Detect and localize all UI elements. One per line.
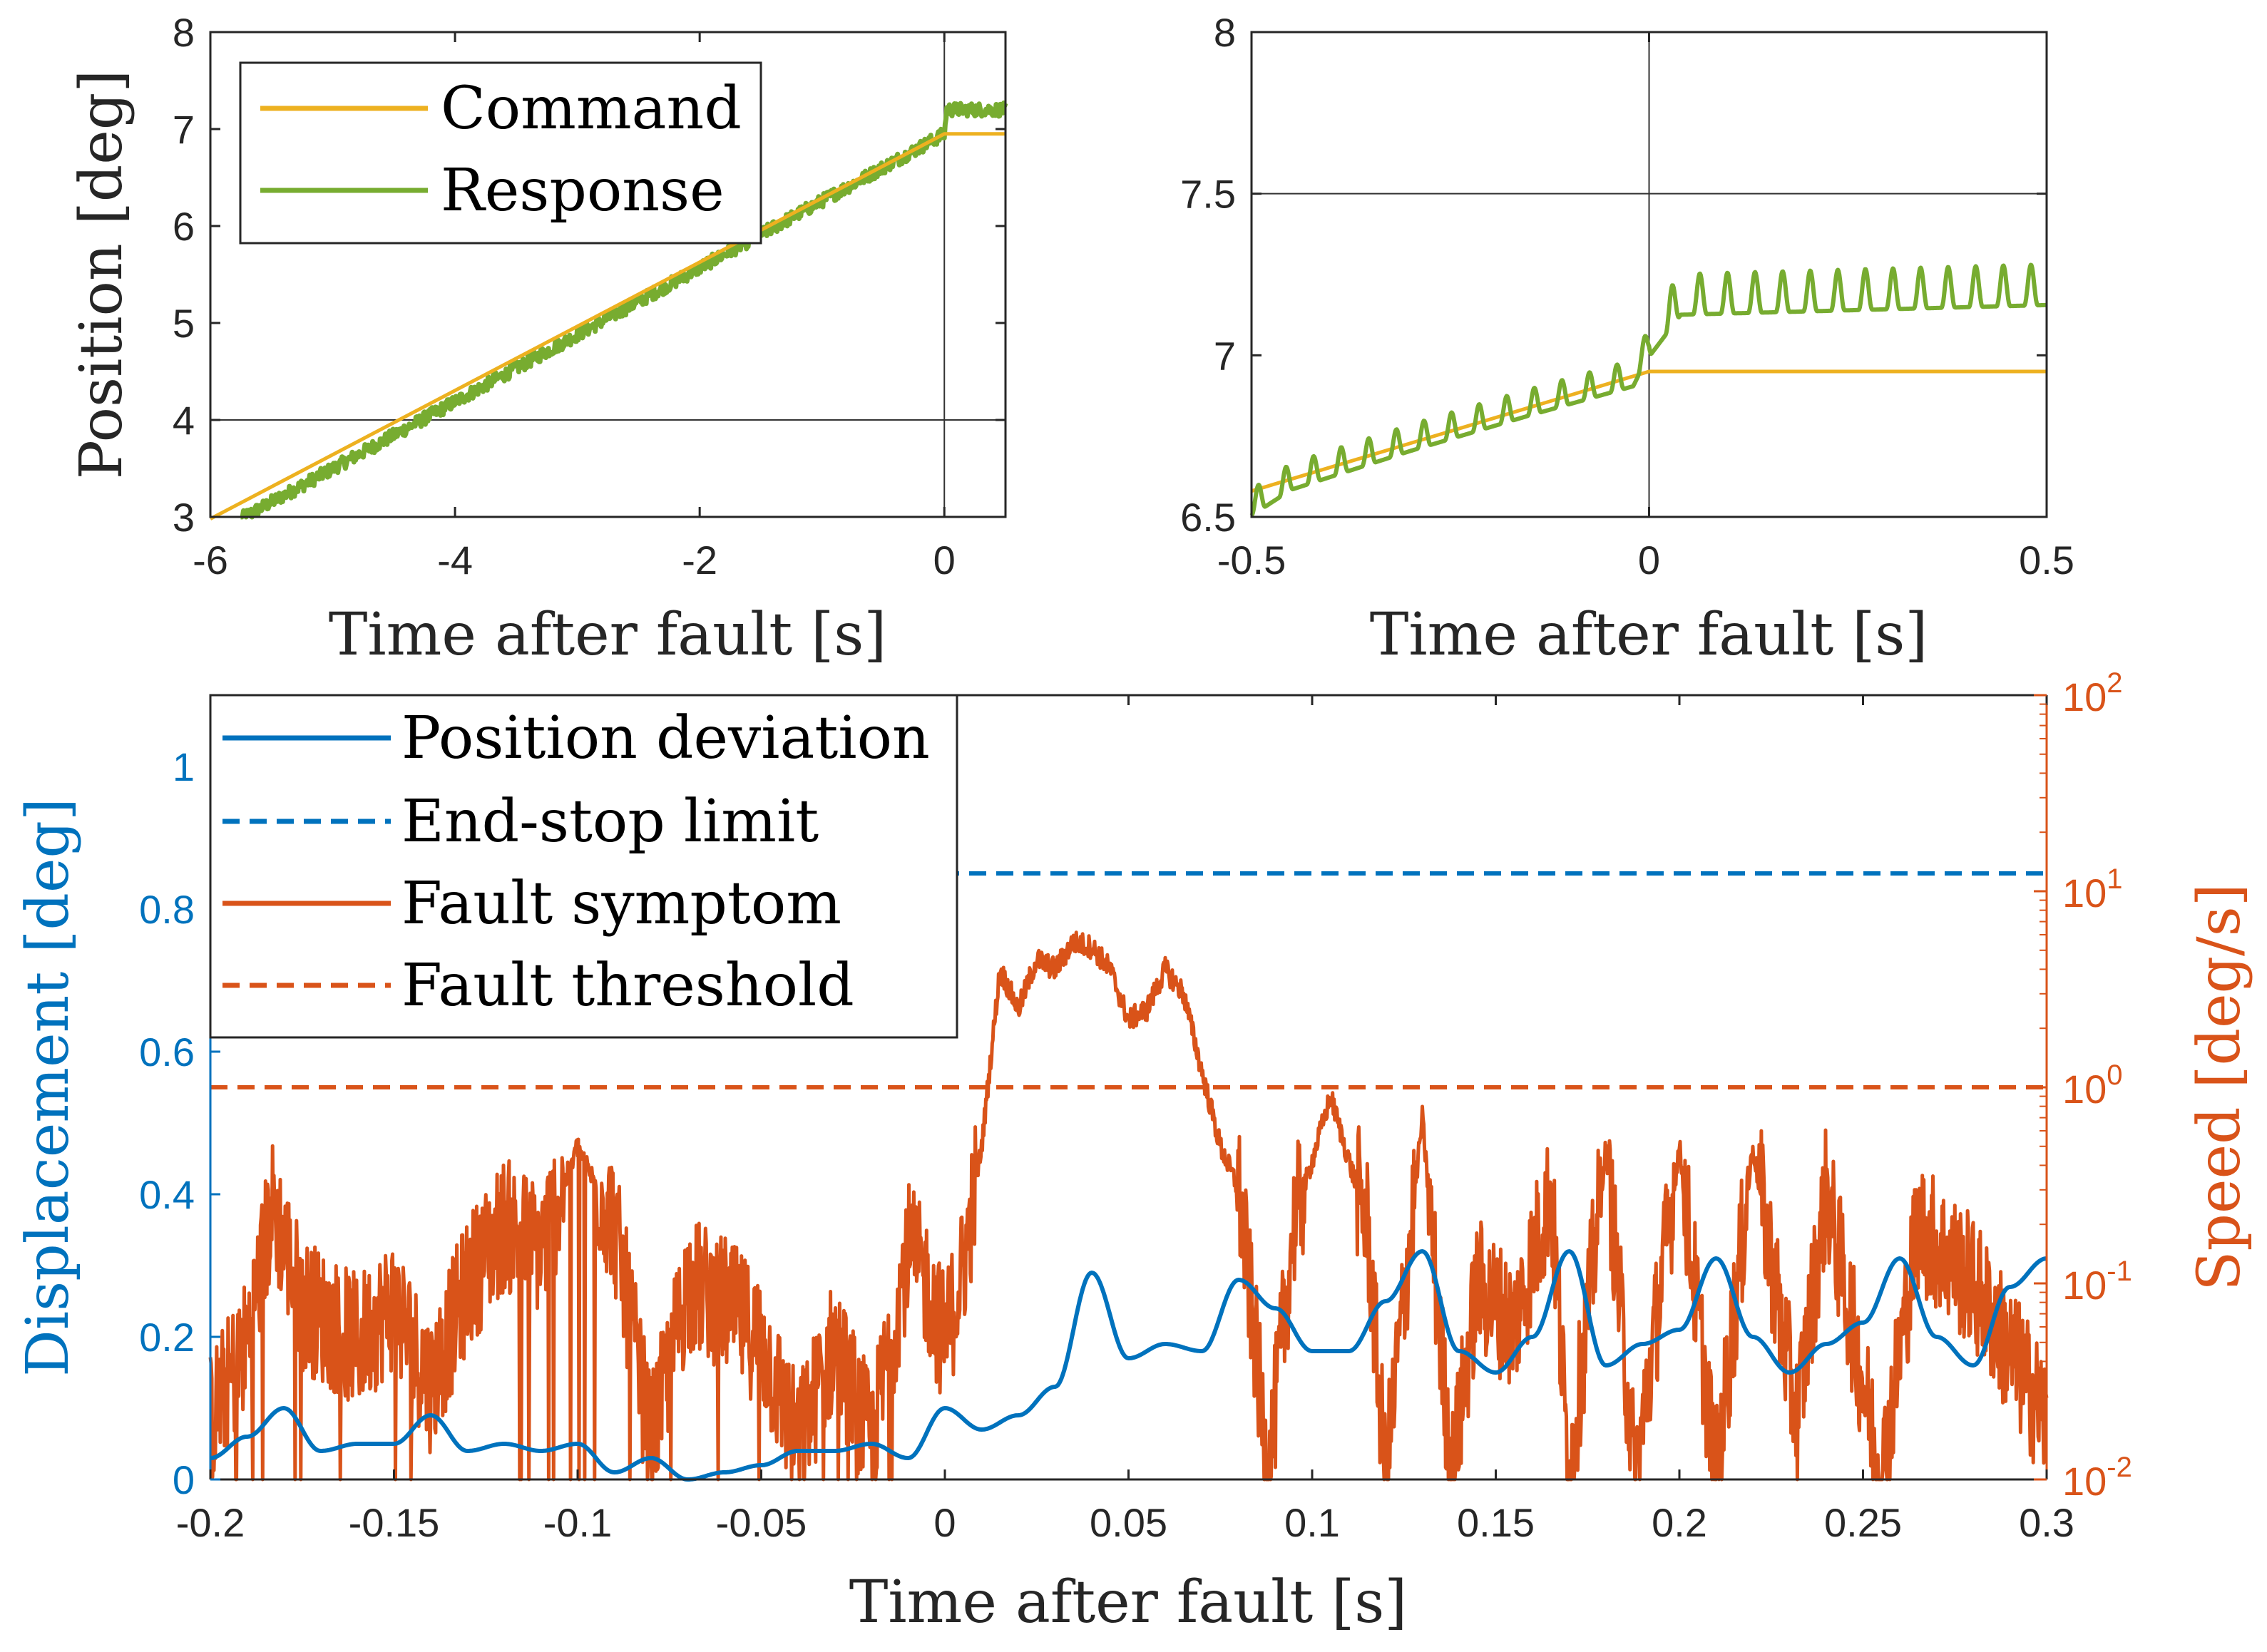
bottom-x-tick-label: 0.2 — [1652, 1500, 1707, 1545]
top-left-y-tick-label: 4 — [173, 398, 195, 443]
top-right-y-ticks: 6.5 7 7.5 8 — [1180, 10, 2047, 540]
bottom-x-tick-label: 0.05 — [1090, 1500, 1167, 1545]
series-fault-symptom — [208, 930, 2049, 1482]
top-left-chart: -6 -4 -2 0 3 4 5 6 7 8 Time after fault [s] Posi… — [68, 10, 1008, 669]
legend-label-end-stop-limit: End-stop limit — [401, 788, 819, 856]
top-right-y-tick-label: 7 — [1214, 333, 1236, 378]
top-left-x-tick-label: -2 — [682, 538, 717, 583]
top-right-x-tick-label: 0.5 — [2019, 538, 2074, 583]
bottom-x-tick-label: -0.05 — [716, 1500, 807, 1545]
top-left-y-tick-label: 3 — [173, 495, 195, 540]
bottom-x-tick-label: 0.25 — [1824, 1500, 1902, 1545]
top-right-chart: -0.5 0 0.5 6.5 7 7.5 8 Time after fault [s] — [1180, 10, 2074, 669]
top-right-x-axis-label: Time after fault [s] — [1370, 601, 1928, 669]
bottom-y-tick-label: 0.8 — [139, 887, 195, 932]
bottom-x-tick-label: -0.15 — [349, 1500, 440, 1545]
top-left-axes-box — [209, 31, 1007, 518]
bottom-legend: Position deviation End-stop limit Fault … — [209, 694, 958, 1039]
top-left-y-tick-label: 7 — [173, 107, 195, 152]
top-right-x-tick-label: -0.5 — [1217, 538, 1286, 583]
bottom-legend-box — [209, 694, 958, 1039]
top-left-x-tick-label: -6 — [193, 538, 228, 583]
bottom-x-tick-label: 0.1 — [1284, 1500, 1340, 1545]
bottom-x-ticks: -0.2 -0.15 -0.1 -0.05 0 0.05 0.1 0.15 0.2 0.25 0.3 — [176, 695, 2074, 1545]
bottom-right-y-tick-label: 100 — [2062, 1060, 2123, 1112]
top-right-series — [1249, 262, 2049, 517]
top-left-x-axis-label: Time after fault [s] — [329, 601, 887, 669]
legend-label-fault-threshold: Fault threshold — [401, 952, 854, 1020]
bottom-y-tick-label: 0.6 — [139, 1030, 195, 1074]
legend-label-command: Command — [441, 75, 742, 143]
bottom-y-tick-label: 0.4 — [139, 1172, 195, 1217]
bottom-x-tick-label: -0.2 — [176, 1500, 245, 1545]
top-left-y-axis-label: Position [deg] — [68, 70, 135, 479]
bottom-y-tick-label: 0 — [173, 1457, 195, 1502]
legend-label-position-deviation: Position deviation — [401, 704, 930, 772]
bottom-x-tick-label: 0 — [933, 1500, 956, 1545]
top-right-reference-lines — [1252, 32, 2047, 517]
bottom-right-y-axis-label: Speed [deg/s] — [2186, 883, 2253, 1291]
top-right-y-tick-label: 8 — [1214, 10, 1236, 55]
top-right-y-tick-label: 6.5 — [1180, 495, 1236, 540]
series-position-deviation — [210, 1249, 2047, 1482]
top-left-legend: Command Response — [239, 61, 762, 245]
bottom-left-y-axis-label: Displacement [deg] — [14, 798, 82, 1377]
top-left-x-tick-label: -4 — [437, 538, 473, 583]
bottom-right-y-tick-label: 10-1 — [2062, 1256, 2132, 1308]
top-right-x-ticks: -0.5 0 0.5 — [1217, 32, 2074, 583]
top-right-y-tick-label: 7.5 — [1180, 172, 1236, 217]
top-left-x-tick-label: 0 — [933, 538, 956, 583]
bottom-x-axis-label: Time after fault [s] — [849, 1569, 1408, 1636]
series-command — [1251, 369, 2047, 493]
series-command — [209, 132, 1005, 520]
top-left-series — [209, 100, 1008, 520]
top-left-y-tick-label: 8 — [173, 10, 195, 55]
bottom-x-tick-label: 0.15 — [1457, 1500, 1535, 1545]
bottom-x-tick-label: 0.3 — [2019, 1500, 2074, 1545]
bottom-x-tick-label: -0.1 — [543, 1500, 613, 1545]
top-left-x-ticks: -6 -4 -2 0 — [193, 32, 956, 583]
series-response — [1249, 262, 2049, 517]
bottom-right-y-ticks: 10-2 10-1 100 101 102 — [2034, 667, 2132, 1504]
top-left-y-ticks: 3 4 5 6 7 8 — [173, 10, 1005, 540]
top-left-legend-box — [239, 61, 762, 245]
bottom-right-y-tick-label: 10-2 — [2062, 1452, 2132, 1504]
top-left-y-tick-label: 6 — [173, 204, 195, 249]
top-right-x-tick-label: 0 — [1638, 538, 1660, 583]
bottom-y-tick-label: 0.2 — [139, 1315, 195, 1360]
bottom-right-y-tick-label: 101 — [2062, 863, 2123, 915]
bottom-left-y-ticks: 0 0.2 0.4 0.6 0.8 1 — [139, 744, 220, 1502]
legend-label-fault-symptom: Fault symptom — [401, 870, 841, 938]
bottom-chart: -0.2 -0.15 -0.1 -0.05 0 0.05 0.1 0.15 0.2 0.25 0.3… — [14, 667, 2253, 1636]
bottom-y-tick-label: 1 — [173, 744, 195, 789]
legend-label-response: Response — [441, 157, 725, 225]
top-left-y-tick-label: 5 — [173, 301, 195, 346]
bottom-right-y-tick-label: 102 — [2062, 667, 2123, 719]
